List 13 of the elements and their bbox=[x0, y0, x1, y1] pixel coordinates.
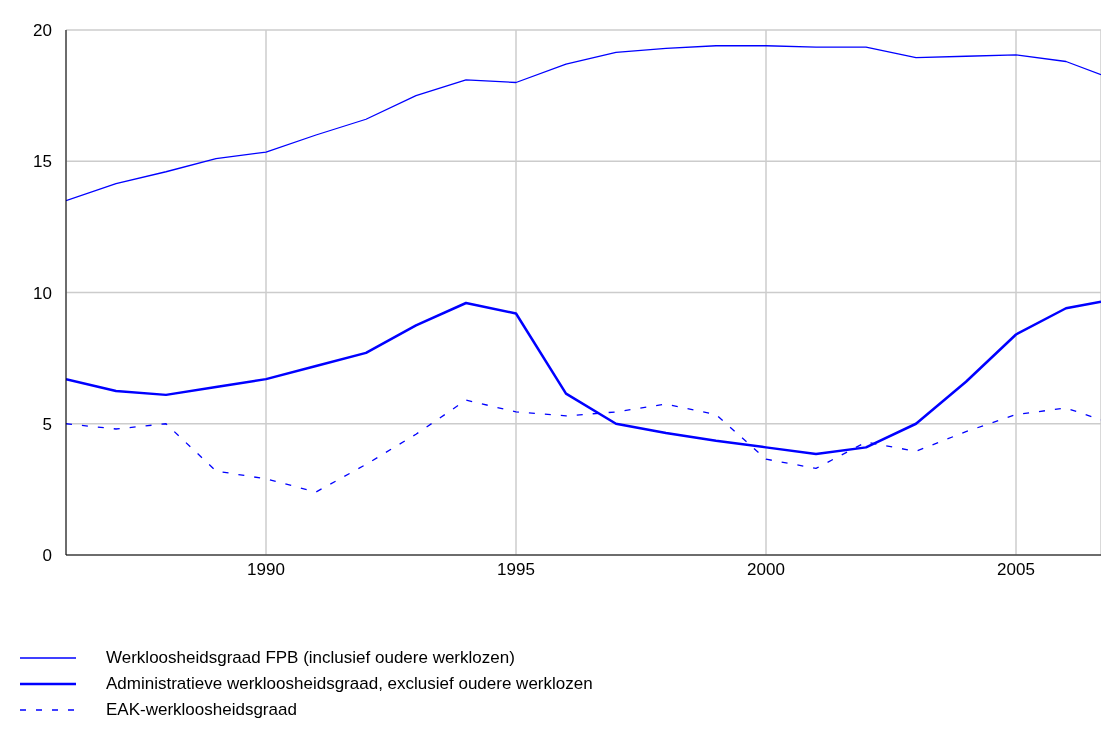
legend-label: EAK-werkloosheidsgraad bbox=[106, 700, 297, 720]
y-tick-label: 10 bbox=[33, 283, 52, 303]
y-tick-label: 15 bbox=[33, 152, 52, 172]
legend-label: Administratieve werkloosheidsgraad, exclusief oudere werklozen bbox=[106, 674, 593, 694]
x-tick-label: 2000 bbox=[747, 560, 785, 580]
legend-label: Werkloosheidsgraad FPB (inclusief oudere werklozen) bbox=[106, 648, 515, 668]
x-tick-label: 2005 bbox=[997, 560, 1035, 580]
x-tick-label: 1990 bbox=[247, 560, 285, 580]
line-series bbox=[66, 45, 1101, 202]
y-tick-label: 20 bbox=[33, 21, 52, 41]
y-tick-label: 5 bbox=[42, 414, 52, 434]
x-tick-label: 1995 bbox=[497, 560, 535, 580]
y-tick-label: 0 bbox=[42, 546, 52, 566]
